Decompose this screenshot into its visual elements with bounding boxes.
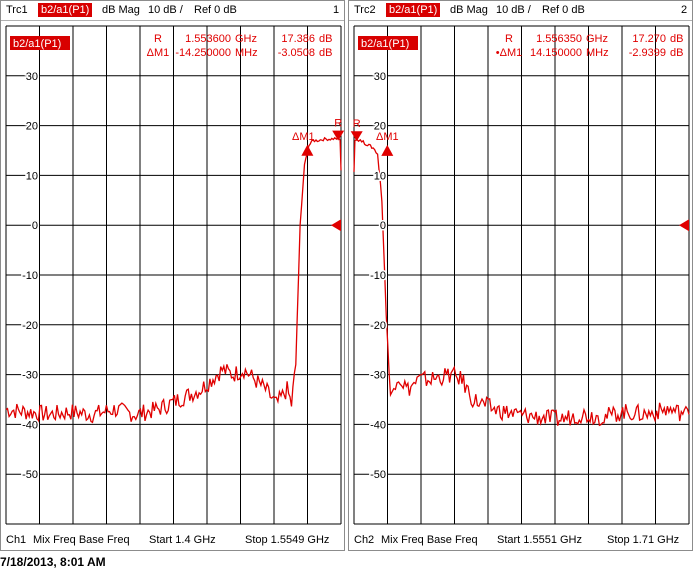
delta-marker bbox=[301, 144, 314, 156]
window-footer: Ch1 Mix Freq Base Freq Start 1.4 GHz Sto… bbox=[1, 531, 344, 551]
reference-level-arrow bbox=[679, 219, 689, 232]
y-tick-label: -30 bbox=[22, 370, 38, 382]
y-tick-label: -50 bbox=[370, 469, 386, 481]
scale-label[interactable]: 10 dB / bbox=[148, 4, 183, 16]
stop-frequency[interactable]: Stop 1.5549 GHz bbox=[245, 534, 330, 546]
reference-marker bbox=[332, 130, 345, 141]
format-label[interactable]: dB Mag bbox=[102, 4, 140, 16]
y-tick-label: 10 bbox=[374, 170, 386, 182]
y-tick-label: -30 bbox=[370, 370, 386, 382]
trace-label: b2/a1(P1) bbox=[361, 38, 409, 50]
y-tick-label: -40 bbox=[370, 419, 386, 431]
y-tick-label: 0 bbox=[32, 220, 38, 232]
trace-label-box bbox=[10, 36, 70, 50]
marker-name: ΔM1 bbox=[147, 47, 170, 59]
y-tick-label: -10 bbox=[370, 270, 386, 282]
marker-unit: MHz bbox=[235, 47, 258, 59]
format-label[interactable]: dB Mag bbox=[450, 4, 488, 16]
marker-name: R bbox=[154, 33, 162, 45]
marker-level-unit: dB bbox=[319, 47, 332, 59]
marker-level: 17.270 bbox=[632, 33, 666, 45]
trace-line bbox=[5, 136, 342, 424]
reference-level-arrow bbox=[331, 219, 341, 232]
marker-name: R bbox=[505, 33, 513, 45]
y-tick-label: -40 bbox=[22, 419, 38, 431]
timestamp: 7/18/2013, 8:01 AM bbox=[0, 555, 106, 569]
start-frequency[interactable]: Start 1.5551 GHz bbox=[497, 534, 582, 546]
ref-label[interactable]: Ref 0 dB bbox=[194, 4, 237, 16]
channel-label[interactable]: Ch1 bbox=[6, 534, 27, 546]
y-tick-label: 30 bbox=[374, 71, 386, 83]
y-tick-label: 20 bbox=[374, 121, 386, 133]
marker-unit: GHz bbox=[235, 33, 257, 45]
plot-area-1 bbox=[5, 25, 345, 525]
delta-marker-label: ΔM1 bbox=[292, 131, 315, 143]
trace-label-box bbox=[358, 36, 418, 50]
marker-level-unit: dB bbox=[319, 33, 332, 45]
marker-value: 1.556350 bbox=[536, 33, 582, 45]
marker-level: 17.386 bbox=[281, 33, 315, 45]
start-frequency[interactable]: Start 1.4 GHz bbox=[149, 534, 216, 546]
marker-level-unit: dB bbox=[670, 33, 683, 45]
measurement-tag[interactable]: b2/a1(P1) bbox=[38, 3, 93, 17]
delta-marker-label: ΔM1 bbox=[376, 131, 399, 143]
y-tick-label: 30 bbox=[26, 71, 38, 83]
reference-marker bbox=[350, 131, 363, 142]
scale-label[interactable]: 10 dB / bbox=[496, 4, 531, 16]
y-tick-label: -10 bbox=[22, 270, 38, 282]
marker-name: •ΔM1 bbox=[496, 47, 522, 59]
stop-frequency[interactable]: Stop 1.71 GHz bbox=[607, 534, 680, 546]
marker-unit: GHz bbox=[586, 33, 608, 45]
window-header: Trc2 b2/a1(P1) dB Mag 10 dB / Ref 0 dB 2 bbox=[349, 1, 692, 21]
reference-marker-label: R bbox=[353, 118, 361, 130]
y-tick-label: -50 bbox=[22, 469, 38, 481]
trace-name[interactable]: Trc2 bbox=[354, 4, 376, 16]
marker-value: 1.553600 bbox=[185, 33, 231, 45]
trace-name[interactable]: Trc1 bbox=[6, 4, 28, 16]
measurement-tag[interactable]: b2/a1(P1) bbox=[386, 3, 441, 17]
sweep-mode[interactable]: Mix Freq Base Freq bbox=[33, 534, 130, 546]
y-tick-label: 20 bbox=[26, 121, 38, 133]
reference-marker-label: R bbox=[334, 118, 342, 130]
marker-value: 14.150000 bbox=[530, 47, 582, 59]
window-number: 2 bbox=[681, 4, 688, 16]
marker-unit: MHz bbox=[586, 47, 609, 59]
channel-label[interactable]: Ch2 bbox=[354, 534, 375, 546]
window-number: 1 bbox=[333, 4, 340, 16]
marker-level: -2.9399 bbox=[629, 47, 666, 59]
sweep-mode[interactable]: Mix Freq Base Freq bbox=[381, 534, 478, 546]
plot-area-2 bbox=[350, 25, 690, 525]
marker-level-unit: dB bbox=[670, 47, 683, 59]
trace-label: b2/a1(P1) bbox=[13, 38, 61, 50]
ref-label[interactable]: Ref 0 dB bbox=[542, 4, 585, 16]
delta-marker bbox=[381, 144, 394, 156]
y-tick-label: -20 bbox=[22, 320, 38, 332]
window-header: Trc1 b2/a1(P1) dB Mag 10 dB / Ref 0 dB 1 bbox=[1, 1, 344, 21]
marker-level: -3.0508 bbox=[278, 47, 315, 59]
trace-line bbox=[353, 138, 690, 427]
y-tick-label: 10 bbox=[26, 170, 38, 182]
window-footer: Ch2 Mix Freq Base Freq Start 1.5551 GHz … bbox=[349, 531, 692, 551]
y-tick-label: 0 bbox=[380, 220, 386, 232]
marker-value: -14.250000 bbox=[175, 47, 231, 59]
y-tick-label: -20 bbox=[370, 320, 386, 332]
